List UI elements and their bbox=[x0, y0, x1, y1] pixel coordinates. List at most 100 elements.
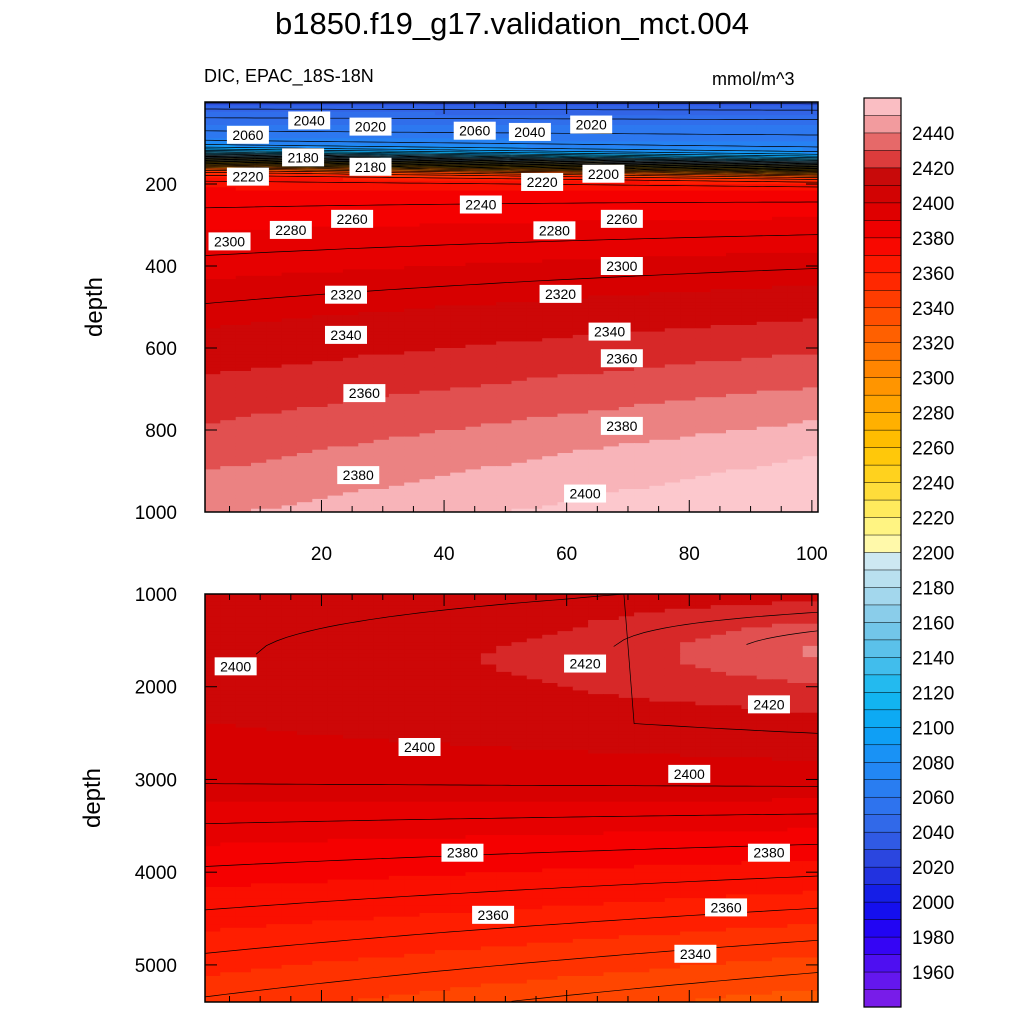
contour-cell bbox=[220, 144, 237, 149]
contour-cell bbox=[388, 367, 405, 372]
contour-cell bbox=[327, 190, 344, 195]
contour-cell bbox=[695, 315, 712, 320]
contour-cell bbox=[695, 400, 712, 405]
contour-cell bbox=[388, 200, 405, 205]
contour-cell bbox=[434, 108, 451, 113]
contour-cell bbox=[802, 325, 818, 329]
contour-cell bbox=[557, 102, 574, 106]
contour-cell bbox=[542, 102, 559, 106]
contour-cell bbox=[281, 502, 298, 507]
contour-cell bbox=[342, 482, 359, 487]
contour-cell bbox=[772, 331, 788, 336]
contour-cell bbox=[496, 348, 513, 352]
contour-cell bbox=[511, 105, 528, 110]
contour-cell bbox=[664, 407, 681, 411]
contour-cell bbox=[618, 472, 635, 477]
contour-cell bbox=[266, 138, 283, 142]
contour-cell bbox=[634, 279, 650, 283]
contour-cell bbox=[649, 485, 666, 490]
contour-cell bbox=[664, 213, 681, 218]
contour-cell bbox=[465, 102, 482, 106]
contour-cell bbox=[373, 436, 390, 441]
contour-cell bbox=[634, 508, 650, 512]
contour-cell bbox=[649, 374, 666, 379]
contour-cell bbox=[664, 413, 681, 418]
contour-cell bbox=[496, 298, 513, 303]
contour-cell bbox=[327, 416, 344, 421]
contour-cell bbox=[281, 495, 298, 500]
contour-cell bbox=[266, 380, 283, 385]
contour-cell bbox=[358, 403, 375, 408]
contour-cell bbox=[450, 328, 467, 333]
contour-cell bbox=[802, 469, 818, 474]
contour-cell bbox=[542, 216, 559, 221]
contour-cell bbox=[741, 321, 758, 326]
contour-cell bbox=[542, 374, 559, 379]
contour-cell bbox=[450, 272, 467, 277]
contour-cell bbox=[511, 259, 528, 264]
contour-cell bbox=[802, 443, 818, 447]
contour-cell bbox=[680, 410, 696, 415]
contour-cell bbox=[542, 446, 559, 451]
contour-cell bbox=[450, 456, 467, 461]
contour-cell bbox=[542, 436, 559, 441]
contour-cell bbox=[342, 443, 359, 447]
contour-cell bbox=[511, 197, 528, 201]
contour-cell bbox=[205, 351, 221, 356]
contour-cell bbox=[450, 364, 467, 369]
contour-cell bbox=[802, 315, 818, 320]
contour-cell bbox=[695, 213, 712, 218]
contour-cell bbox=[388, 351, 405, 356]
contour-cell bbox=[649, 400, 666, 405]
contour-cell bbox=[526, 387, 543, 392]
contour-cell bbox=[235, 354, 252, 359]
contour-cell bbox=[741, 439, 758, 444]
contour-cell bbox=[664, 190, 681, 195]
contour-cell bbox=[756, 207, 773, 211]
contour-cell bbox=[572, 246, 589, 251]
contour-cell bbox=[342, 456, 359, 461]
contour-cell bbox=[373, 141, 390, 146]
contour-cell bbox=[726, 233, 742, 238]
contour-cell bbox=[618, 115, 635, 119]
contour-cell bbox=[572, 147, 589, 152]
contour-cell bbox=[465, 269, 482, 274]
contour-cell bbox=[603, 443, 620, 447]
contour-cell bbox=[664, 105, 681, 110]
contour-cell bbox=[496, 262, 513, 267]
contour-cell bbox=[404, 390, 421, 395]
contour-cell bbox=[787, 367, 804, 372]
contour-cell bbox=[572, 223, 589, 228]
contour-cell bbox=[388, 466, 405, 470]
contour-cell bbox=[373, 420, 390, 425]
contour-cell bbox=[680, 498, 696, 503]
contour-cell bbox=[296, 203, 313, 208]
contour-cell bbox=[312, 456, 329, 461]
contour-cell bbox=[710, 492, 727, 497]
contour-cell bbox=[726, 331, 742, 336]
contour-cell bbox=[312, 351, 329, 356]
contour-cell bbox=[358, 134, 375, 139]
contour-cell bbox=[787, 197, 804, 201]
contour-cell bbox=[787, 262, 804, 267]
contour-cell bbox=[634, 393, 650, 398]
contour-cell bbox=[664, 144, 681, 149]
contour-cell bbox=[373, 469, 390, 474]
contour-cell bbox=[220, 269, 237, 274]
contour-cell bbox=[251, 184, 267, 188]
contour-cell bbox=[235, 289, 252, 293]
contour-cell bbox=[526, 433, 543, 438]
contour-cell bbox=[588, 308, 604, 313]
contour-cell bbox=[480, 357, 497, 362]
contour-cell bbox=[327, 266, 344, 270]
contour-cell bbox=[235, 371, 252, 375]
contour-cell bbox=[756, 141, 773, 146]
contour-cell bbox=[373, 413, 390, 418]
contour-cell bbox=[434, 144, 451, 149]
contour-cell bbox=[526, 384, 543, 388]
contour-cell bbox=[680, 151, 696, 156]
contour-cell bbox=[572, 420, 589, 425]
contour-cell bbox=[680, 210, 696, 215]
contour-cell bbox=[220, 489, 237, 493]
contour-cell bbox=[618, 403, 635, 408]
